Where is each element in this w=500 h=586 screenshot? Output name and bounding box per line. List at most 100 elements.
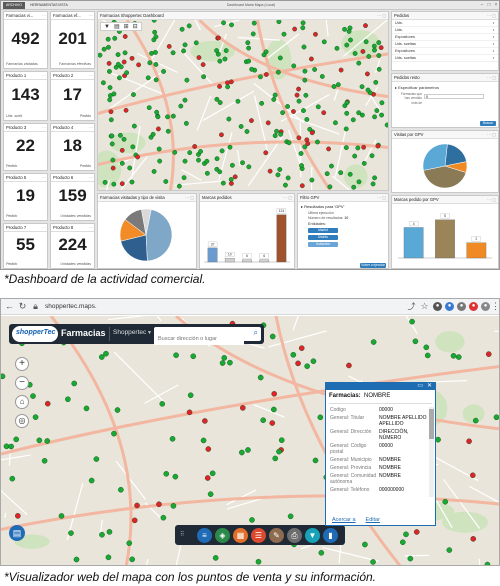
pharmacy-point-green[interactable] [244,129,250,134]
pharmacy-point-red[interactable] [296,135,302,141]
pharmacy-point-green[interactable] [129,179,135,185]
panel-options-icon[interactable]: ⋯ ▢ [377,13,386,18]
pharmacy-point-green[interactable] [112,35,118,41]
pharmacy-point-green[interactable] [277,55,283,61]
pharmacy-point-green[interactable] [312,67,318,72]
pharmacy-point-green[interactable] [303,92,309,98]
pharmacy-point-green[interactable] [165,114,170,120]
extension-icon[interactable]: ● [433,302,442,311]
pharmacy-point-green[interactable] [407,555,414,562]
pharmacy-point-green[interactable] [58,513,65,519]
pharmacy-point-green[interactable] [221,20,226,26]
home-icon[interactable]: ⌂ [15,395,29,409]
pharmacy-point-green[interactable] [300,25,306,31]
pharmacy-point-red[interactable] [291,109,296,114]
toggle-icon[interactable]: ◐ [492,28,495,32]
pharmacy-point-green[interactable] [73,556,80,563]
toggle-icon[interactable]: ◐ [492,35,495,39]
pharmacy-point-green[interactable] [107,69,112,74]
zoom-in-button[interactable]: + [15,357,29,371]
pharmacy-point-green[interactable] [109,141,115,147]
list-icon[interactable]: ≡ [197,527,212,543]
pharmacy-point-green[interactable] [246,164,252,170]
pharmacy-point-red[interactable] [265,120,271,126]
pharmacy-point-green[interactable] [304,363,310,369]
edit-link[interactable]: Editar [365,517,380,523]
pharmacy-point-green[interactable] [249,66,255,72]
pharmacy-point-green[interactable] [343,126,349,132]
minimize-icon[interactable]: – [480,2,484,8]
ribbon-tab-vista[interactable]: VISTA [58,3,68,7]
pharmacy-point-green[interactable] [126,540,133,546]
pharmacy-point-green[interactable] [204,158,210,164]
pharmacy-point-green[interactable] [356,110,362,116]
pharmacy-point-green[interactable] [102,179,108,185]
pharmacy-point-green[interactable] [278,131,284,137]
pharmacy-point-green[interactable] [348,37,353,43]
pharmacy-point-green[interactable] [302,77,308,83]
pharmacy-point-green[interactable] [246,58,252,64]
pharmacy-point-green[interactable] [154,109,160,115]
pharmacy-point-red[interactable] [292,26,298,32]
pharmacy-point-green[interactable] [290,351,297,358]
pharmacy-point-red[interactable] [202,418,208,424]
pharmacy-point-red[interactable] [295,360,301,367]
toggle-icon[interactable]: ◐ [492,42,495,46]
pharmacy-point-green[interactable] [372,114,377,120]
bar[interactable] [259,259,270,263]
bar[interactable] [224,258,235,263]
pharmacy-point-green[interactable] [245,40,251,46]
pharmacy-point-green[interactable] [344,42,350,48]
pharmacy-point-green[interactable] [363,39,369,45]
pharmacy-point-red[interactable] [326,146,331,152]
pharmacy-point-green[interactable] [298,151,304,156]
locate-icon[interactable]: ◎ [15,414,29,428]
pharmacy-point-green[interactable] [150,131,156,137]
pharmacy-point-green[interactable] [98,52,103,58]
pharmacy-point-green[interactable] [246,45,252,51]
pharmacy-point-green[interactable] [356,179,362,185]
profile-icon[interactable]: ● [481,302,490,311]
pharmacy-point-green[interactable] [255,558,262,565]
pharmacy-point-green[interactable] [403,531,409,538]
pharmacy-point-green[interactable] [229,22,234,28]
pharmacy-point-green[interactable] [281,31,287,37]
address-bar[interactable]: shoppertec.maps. [45,303,97,310]
pharmacy-point-green[interactable] [220,180,226,186]
pharmacy-point-green[interactable] [152,29,158,35]
pharmacy-point-green[interactable] [106,529,113,535]
toggle-icon[interactable]: ◐ [492,56,495,60]
pharmacy-point-green[interactable] [307,126,313,132]
pharmacy-point-red[interactable] [263,72,269,77]
pharmacy-point-green[interactable] [302,144,308,150]
pharmacy-point-green[interactable] [361,160,367,166]
bar[interactable] [403,227,424,259]
pharmacy-point-green[interactable] [149,50,154,56]
pharmacy-point-green[interactable] [327,184,333,190]
pharmacy-point-green[interactable] [32,414,39,420]
pharmacy-point-green[interactable] [258,74,263,80]
pharmacy-point-green[interactable] [484,561,491,566]
toggle-icon[interactable]: ◐ [492,21,495,25]
pharmacy-point-green[interactable] [271,406,277,413]
panel-options-icon[interactable]: ⋯ [89,225,93,230]
pharmacy-point-red[interactable] [228,181,234,186]
pharmacy-point-green[interactable] [117,75,122,81]
pharmacy-point-green[interactable] [245,447,251,453]
pharmacy-point-green[interactable] [359,84,365,90]
pharmacy-point-red[interactable] [346,362,352,369]
select-icon[interactable]: ⊞ [123,23,129,30]
pharmacy-point-green[interactable] [362,541,368,548]
panel-options-icon[interactable]: ⋯ [89,13,93,18]
close-icon[interactable]: ✕ [426,383,432,389]
pharmacy-point-green[interactable] [301,108,306,113]
pharmacy-point-red[interactable] [110,165,116,171]
pharmacy-point-green[interactable] [214,48,220,53]
pharmacy-point-green[interactable] [301,44,307,50]
pedidos-row[interactable]: Uds. ◐ [392,20,498,27]
pharmacy-point-green[interactable] [165,128,171,134]
pharmacy-point-green[interactable] [225,84,231,90]
pharmacy-point-red[interactable] [204,475,211,481]
buscar-button[interactable]: Buscar [480,121,496,126]
pharmacy-point-green[interactable] [145,75,151,81]
